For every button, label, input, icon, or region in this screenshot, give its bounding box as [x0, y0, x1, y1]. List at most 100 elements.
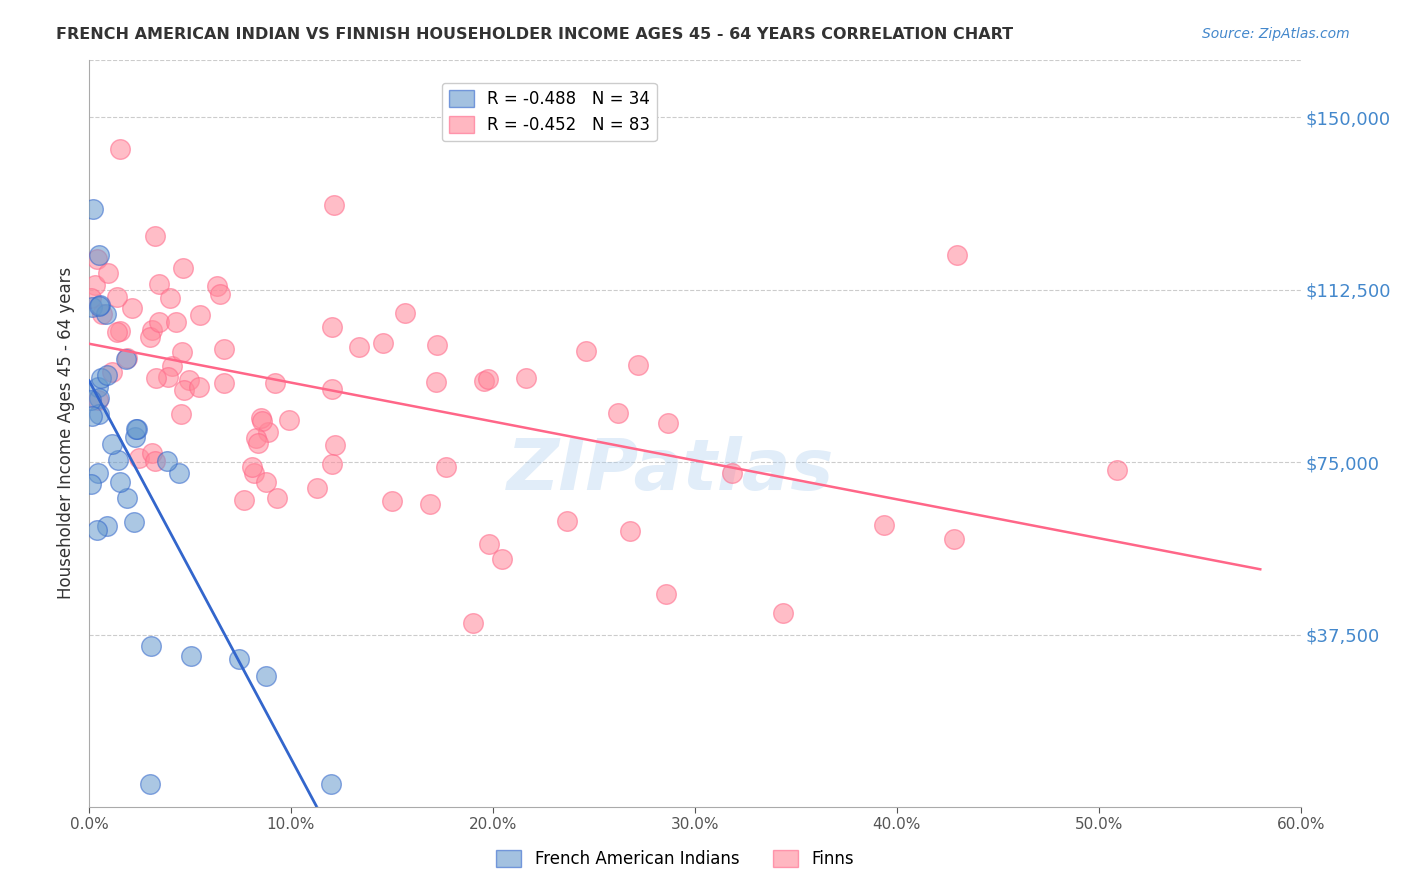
Finns [655, 587, 678, 601]
Finns [143, 454, 166, 468]
Finns [159, 291, 181, 305]
Finns [212, 342, 235, 356]
Finns [212, 376, 235, 390]
Legend: R = -0.488   N = 34, R = -0.452   N = 83: R = -0.488 N = 34, R = -0.452 N = 83 [441, 83, 657, 141]
Finns [170, 344, 193, 359]
Finns [619, 524, 641, 538]
Finns [321, 457, 343, 471]
French American Indians [228, 652, 250, 666]
Finns [434, 460, 457, 475]
Finns [419, 497, 441, 511]
Finns [721, 466, 744, 480]
Finns [946, 248, 969, 262]
French American Indians [156, 454, 179, 468]
Finns [84, 277, 107, 292]
Finns [108, 142, 131, 156]
French American Indians [87, 300, 110, 314]
Finns [247, 436, 270, 450]
French American Indians [96, 368, 118, 382]
French American Indians [124, 430, 146, 444]
French American Indians [86, 380, 108, 394]
Finns [101, 365, 124, 379]
French American Indians [80, 392, 103, 407]
Finns [105, 290, 128, 304]
French American Indians [80, 476, 103, 491]
Finns [243, 467, 266, 481]
French American Indians [96, 518, 118, 533]
Finns [321, 320, 343, 334]
Text: ZIPatlas: ZIPatlas [508, 436, 834, 505]
French American Indians [141, 639, 163, 653]
French American Indians [89, 298, 111, 312]
Finns [266, 491, 288, 505]
French American Indians [101, 437, 124, 451]
French American Indians [321, 777, 343, 791]
Text: Source: ZipAtlas.com: Source: ZipAtlas.com [1202, 27, 1350, 41]
Finns [254, 475, 277, 489]
French American Indians [180, 649, 202, 664]
Finns [160, 359, 183, 374]
Finns [108, 324, 131, 338]
Finns [173, 383, 195, 397]
Finns [172, 261, 194, 276]
Finns [232, 492, 254, 507]
Finns [515, 370, 537, 384]
Legend: French American Indians, Finns: French American Indians, Finns [489, 843, 860, 875]
Finns [105, 325, 128, 339]
French American Indians [125, 422, 148, 436]
Finns [373, 335, 395, 350]
French American Indians [90, 371, 112, 385]
Finns [349, 340, 371, 354]
Finns [942, 532, 965, 546]
Finns [97, 266, 120, 280]
Finns [148, 277, 170, 292]
French American Indians [124, 515, 146, 529]
Finns [264, 376, 287, 390]
Finns [205, 278, 228, 293]
Finns [657, 417, 679, 431]
French American Indians [107, 453, 129, 467]
Finns [80, 291, 103, 305]
Finns [145, 371, 167, 385]
Finns [148, 315, 170, 329]
French American Indians [114, 352, 136, 367]
Finns [1107, 463, 1129, 477]
Finns [606, 406, 628, 420]
Text: FRENCH AMERICAN INDIAN VS FINNISH HOUSEHOLDER INCOME AGES 45 - 64 YEARS CORRELAT: FRENCH AMERICAN INDIAN VS FINNISH HOUSEH… [56, 27, 1014, 42]
French American Indians [89, 391, 111, 405]
Finns [873, 518, 896, 533]
Finns [323, 438, 346, 452]
Finns [90, 307, 112, 321]
Finns [208, 286, 231, 301]
Finns [627, 358, 650, 372]
Finns [245, 431, 267, 445]
Finns [472, 374, 495, 388]
French American Indians [89, 248, 111, 262]
French American Indians [86, 467, 108, 481]
Y-axis label: Householder Income Ages 45 - 64 years: Householder Income Ages 45 - 64 years [58, 268, 75, 599]
Finns [425, 338, 447, 352]
Finns [394, 306, 416, 320]
Finns [250, 411, 273, 425]
French American Indians [138, 777, 160, 791]
Finns [381, 494, 404, 508]
Finns [141, 446, 163, 460]
Finns [177, 374, 200, 388]
Finns [555, 514, 578, 528]
French American Indians [96, 307, 118, 321]
Finns [305, 481, 328, 495]
Finns [323, 197, 346, 211]
Finns [575, 343, 598, 358]
Finns [252, 414, 274, 428]
French American Indians [82, 202, 104, 216]
French American Indians [82, 409, 104, 423]
Finns [86, 252, 108, 266]
French American Indians [108, 475, 131, 489]
Finns [477, 372, 499, 386]
Finns [478, 537, 501, 551]
Finns [188, 309, 211, 323]
Finns [491, 551, 513, 566]
Finns [321, 382, 343, 396]
Finns [425, 375, 447, 389]
Finns [187, 379, 209, 393]
